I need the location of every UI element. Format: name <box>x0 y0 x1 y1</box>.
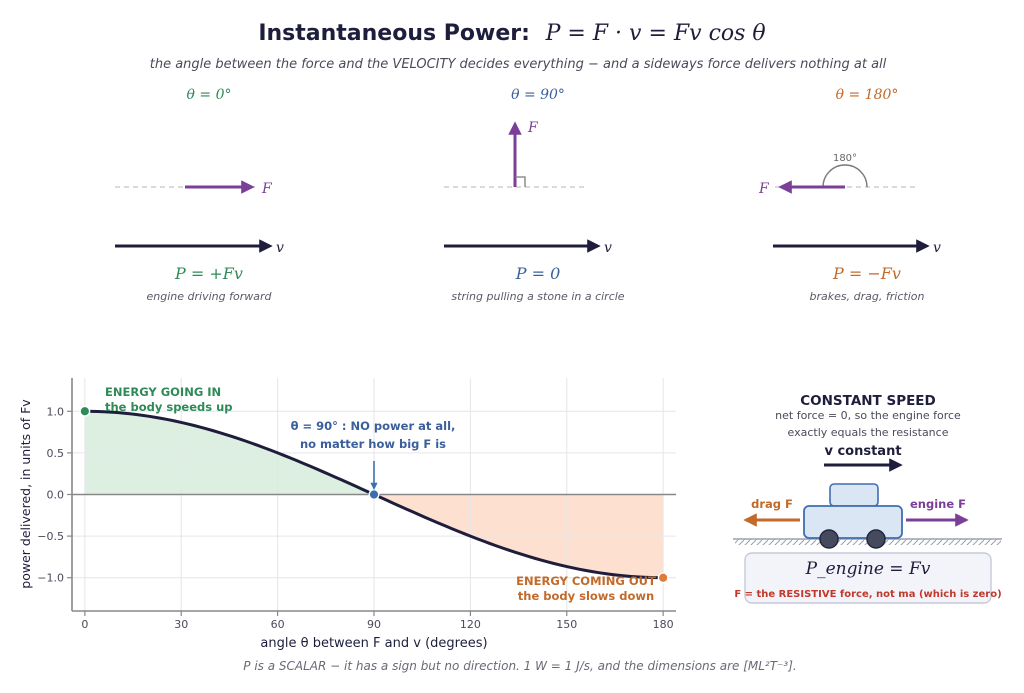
case-ninety-degrees: θ = 90° F v P = 0 string pulling a stone… <box>444 87 625 303</box>
highlight-point <box>368 489 380 501</box>
positive-annotation-line1: ENERGY GOING IN <box>105 385 221 399</box>
case-2-force-label: F <box>527 120 539 136</box>
power-chart: 0 30 60 90 120 150 180 1.0 0.5 0.0 −0.5 −1.0 ENERG… <box>18 378 676 651</box>
page-subtitle: the angle between the force and the VELO… <box>150 57 887 72</box>
case-3-power-label: P = −Fv <box>832 264 901 283</box>
engine-force-label: engine F <box>910 497 966 511</box>
case-1-force-label: F <box>261 181 273 197</box>
y-axis-label: power delivered, in units of Fv <box>18 399 33 589</box>
case-2-caption: string pulling a stone in a circle <box>451 290 624 303</box>
y-tick-label: −0.5 <box>37 530 64 543</box>
case-3-velocity-label: v <box>933 240 941 256</box>
x-tick-label: 150 <box>556 618 577 631</box>
constant-speed-panel: CONSTANT SPEED net force = 0, so the eng… <box>733 393 1002 604</box>
highlight-points <box>79 405 669 584</box>
highlight-point <box>79 405 91 417</box>
case-1-caption: engine driving forward <box>147 290 273 303</box>
positive-annotation-line2: the body speeds up <box>105 400 233 414</box>
case-zero-degrees: θ = 0° F v P = +Fv engine driving forwar… <box>115 87 284 303</box>
y-tick-label: 0.0 <box>47 489 65 502</box>
negative-annotation-line1: ENERGY COMING OUT <box>516 574 656 588</box>
resistive-force-note: F = the RESISTIVE force, not ma (which i… <box>734 589 1001 600</box>
y-ticks: 1.0 0.5 0.0 −0.5 −1.0 <box>37 405 72 585</box>
car-body <box>803 505 903 539</box>
x-tick-label: 0 <box>81 618 88 631</box>
x-ticks: 0 30 60 90 120 150 180 <box>81 611 674 631</box>
case-3-caption: brakes, drag, friction <box>810 290 925 303</box>
x-tick-label: 60 <box>271 618 285 631</box>
engine-power-box <box>744 552 992 604</box>
constant-speed-line2: exactly equals the resistance <box>788 426 949 439</box>
x-tick-label: 120 <box>460 618 481 631</box>
case-3-angle-label: θ = 180° <box>836 87 899 103</box>
case-one-eighty-degrees: θ = 180° 180° F v P = −Fv brakes, drag, … <box>758 87 941 303</box>
case-1-power-label: P = +Fv <box>174 264 243 283</box>
case-3-angle-mark: 180° <box>833 153 857 164</box>
constant-speed-line1: net force = 0, so the engine force <box>775 409 961 422</box>
negative-annotation-line2: the body slows down <box>518 589 654 603</box>
drag-force-label: drag F <box>751 497 793 511</box>
zero-annotation-line1: θ = 90° : NO power at all, <box>291 419 456 433</box>
car-rear-wheel <box>819 529 839 549</box>
y-tick-label: 1.0 <box>47 405 65 418</box>
footer-note: P is a SCALAR − it has a sign but no dir… <box>243 659 796 673</box>
page-title: Instantaneous Power: <box>258 21 530 46</box>
title-group: Instantaneous Power: P = F · v = Fv cos … <box>258 21 765 46</box>
case-3-angle-arc <box>822 164 868 188</box>
case-2-power-label: P = 0 <box>515 264 561 283</box>
case-2-right-angle-mark <box>515 176 526 187</box>
case-3-force-label: F <box>758 181 770 197</box>
car-cabin <box>829 483 879 507</box>
y-tick-label: 0.5 <box>47 447 65 460</box>
velocity-constant-label: v constant <box>824 444 901 459</box>
x-tick-label: 30 <box>174 618 188 631</box>
x-tick-label: 180 <box>653 618 674 631</box>
x-axis-label: angle θ between F and v (degrees) <box>260 636 487 651</box>
case-1-velocity-label: v <box>276 240 284 256</box>
engine-power-formula: P_engine = Fv <box>805 559 931 579</box>
case-1-angle-label: θ = 0° <box>187 87 232 103</box>
car-front-wheel <box>866 529 886 549</box>
constant-speed-title: CONSTANT SPEED <box>800 393 936 409</box>
y-tick-label: −1.0 <box>37 572 64 585</box>
case-2-angle-label: θ = 90° <box>511 87 565 103</box>
highlight-point <box>657 572 669 584</box>
case-2-velocity-label: v <box>604 240 612 256</box>
zero-annotation-line2: no matter how big F is <box>300 437 446 451</box>
title-formula: P = F · v = Fv cos θ <box>545 21 766 46</box>
x-tick-label: 90 <box>367 618 381 631</box>
